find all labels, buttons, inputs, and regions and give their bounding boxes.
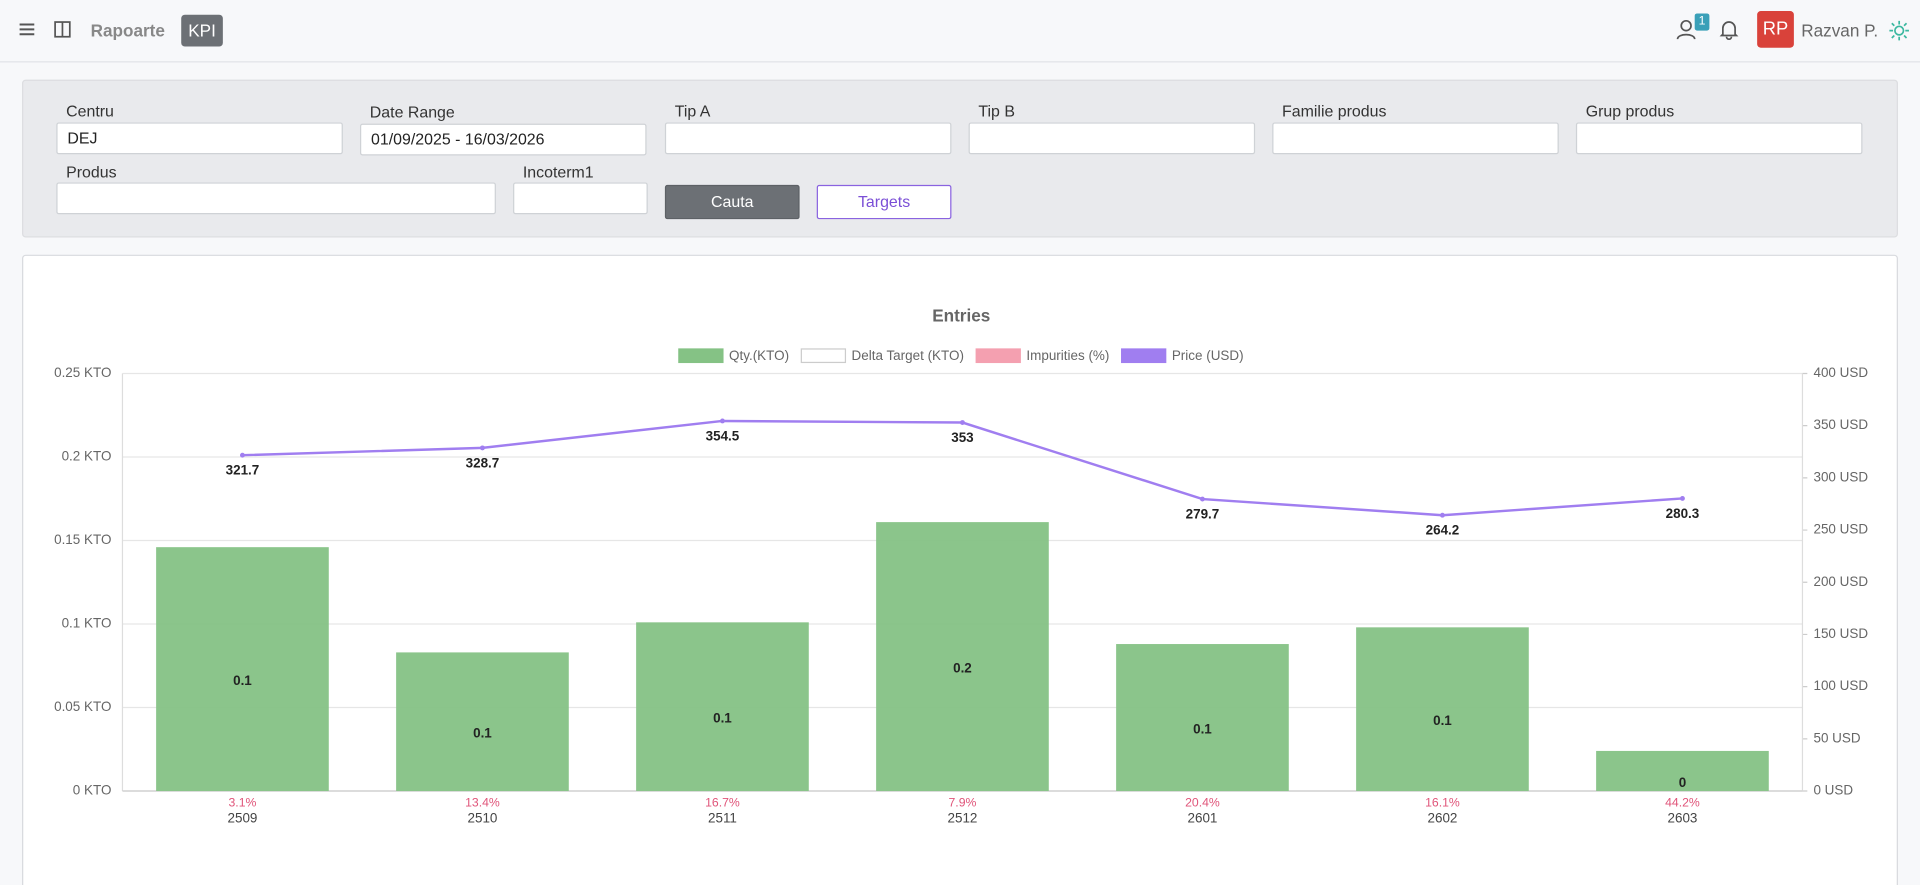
price-label: 328.7 <box>466 455 500 470</box>
impurity-label: 13.4% <box>465 795 500 809</box>
x-tick-label: 2601 <box>1187 811 1217 826</box>
bar <box>1356 627 1529 792</box>
bar <box>1596 750 1769 792</box>
price-point <box>1680 495 1685 501</box>
field-label: Familie produs <box>1282 101 1387 121</box>
y2-tick-label: 400 USD <box>1813 365 1868 380</box>
y2-tick-label: 150 USD <box>1813 626 1868 641</box>
users-icon[interactable] <box>1676 17 1700 41</box>
field-input[interactable] <box>1272 122 1559 155</box>
price-label: 280.3 <box>1666 506 1700 521</box>
impurity-label: 3.1% <box>229 795 257 809</box>
chart-title: Entries <box>932 306 990 326</box>
bar-label: 0.1 <box>713 710 732 725</box>
nav-link[interactable]: Rapoarte <box>90 20 165 41</box>
legend-swatch <box>975 348 1021 364</box>
price-label: 264.2 <box>1426 523 1460 538</box>
price-label: 279.7 <box>1186 507 1220 522</box>
impurity-label: 16.1% <box>1425 795 1460 809</box>
field-label: Centru <box>66 101 114 121</box>
impurity-label: 20.4% <box>1185 795 1220 809</box>
field-input[interactable]: DEJ <box>56 122 343 155</box>
legend-label: Qty.(KTO) <box>729 348 789 363</box>
bar <box>1116 644 1289 792</box>
bar <box>156 547 329 792</box>
y2-tick-label: 350 USD <box>1813 417 1868 432</box>
y-tick-label: 0 KTO <box>73 783 112 798</box>
field-input[interactable] <box>1575 122 1863 155</box>
legend-swatch <box>1121 348 1167 364</box>
user-name[interactable]: Razvan P. <box>1801 20 1879 41</box>
field-label: Tip A <box>674 101 711 121</box>
nav-active[interactable]: KPI <box>181 14 223 47</box>
price-label: 353 <box>951 430 973 445</box>
x-tick-label: 2509 <box>227 811 257 826</box>
field-input[interactable]: 01/09/2025 - 16/03/2026 <box>360 123 647 156</box>
field-label: Date Range <box>369 102 455 122</box>
field-label: Incoterm1 <box>522 162 594 182</box>
impurity-label: 16.7% <box>705 795 740 809</box>
field-label: Tip B <box>978 101 1015 121</box>
y-tick-label: 0.05 KTO <box>54 699 111 714</box>
y-tick-label: 0.2 KTO <box>62 449 112 464</box>
y2-tick-label: 0 USD <box>1813 783 1853 798</box>
price-label: 354.5 <box>706 428 740 443</box>
y2-tick-label: 200 USD <box>1813 574 1868 589</box>
y2-tick-label: 50 USD <box>1813 730 1860 745</box>
x-tick-label: 2512 <box>947 811 977 826</box>
avatar[interactable]: RP <box>1757 11 1794 48</box>
price-point <box>960 420 965 425</box>
y2-tick-label: 250 USD <box>1813 522 1868 537</box>
bar-label: 0.2 <box>953 660 972 675</box>
x-tick-label: 2510 <box>467 811 497 826</box>
field-input[interactable] <box>968 122 1256 155</box>
search-button[interactable]: Cauta <box>664 184 800 220</box>
field-input[interactable] <box>513 182 648 215</box>
price-point <box>720 418 725 424</box>
y-tick-label: 0.25 KTO <box>54 365 111 380</box>
field-label: Produs <box>66 162 117 182</box>
price-point <box>480 445 485 451</box>
field-input[interactable] <box>664 122 952 155</box>
impurity-label: 7.9% <box>949 795 977 809</box>
bar <box>876 522 1049 792</box>
header: Rapoarte KPI 1 RP Razvan P. <box>0 0 1920 63</box>
bar-label: 0.1 <box>1193 721 1212 736</box>
chart: Entries 0 KTO 0.05 KTO 0.1 KTO 0.15 KTO 0.2 … <box>54 306 1868 826</box>
price-point <box>1200 496 1205 502</box>
badge: 1 <box>1694 13 1710 31</box>
bar-label: 0.1 <box>1433 713 1452 728</box>
sidebar-icon[interactable] <box>53 20 73 40</box>
legend-swatch <box>678 348 724 364</box>
x-tick-label: 2511 <box>708 811 737 826</box>
field-input[interactable] <box>56 182 496 215</box>
theme-icon[interactable] <box>1888 20 1910 42</box>
impurity-label: 44.2% <box>1665 795 1700 809</box>
chart-card: Entries 0 KTO 0.05 KTO 0.1 KTO 0.15 KTO 0.2 … <box>22 254 1898 885</box>
y-tick-label: 0.1 KTO <box>62 616 112 631</box>
legend-swatch <box>800 348 847 364</box>
bar <box>636 622 809 792</box>
price-label: 321.7 <box>226 463 260 478</box>
y2-tick-label: 300 USD <box>1813 469 1868 484</box>
bar-label: 0.1 <box>473 726 492 741</box>
x-tick-label: 2602 <box>1427 811 1457 826</box>
y-tick-label: 0.15 KTO <box>54 532 111 547</box>
menu-icon[interactable] <box>17 20 37 40</box>
x-tick-label: 2603 <box>1667 811 1697 826</box>
targets-button[interactable]: Targets <box>816 184 952 220</box>
legend-label: Price (USD) <box>1172 348 1244 363</box>
field-label: Grup produs <box>1585 101 1675 121</box>
bell-icon[interactable] <box>1718 18 1740 41</box>
legend-label: Impurities (%) <box>1026 348 1109 363</box>
bar-label: 0 <box>1679 775 1686 790</box>
legend-label: Delta Target (KTO) <box>852 348 964 363</box>
bar <box>396 652 569 792</box>
price-point <box>1440 512 1445 518</box>
bar-label: 0.1 <box>233 673 252 688</box>
price-point <box>240 452 245 458</box>
y2-tick-label: 100 USD <box>1813 678 1868 693</box>
